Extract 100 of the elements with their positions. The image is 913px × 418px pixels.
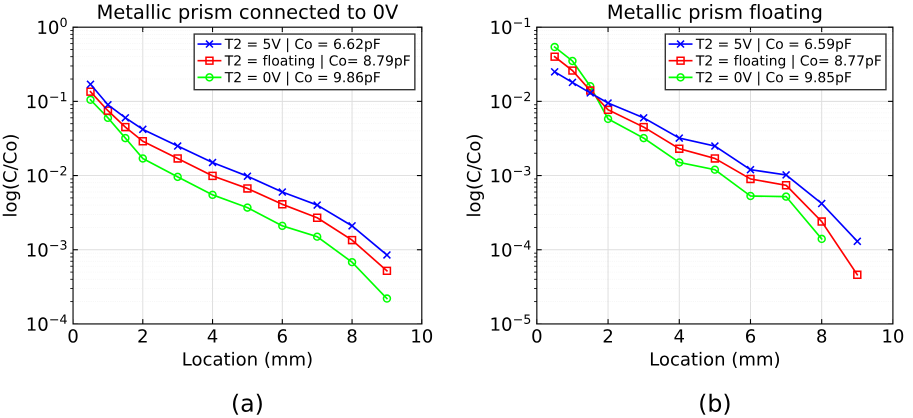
y-tick-label: 10$^{−3}$ [492, 166, 530, 183]
point [604, 98, 612, 108]
point [782, 181, 790, 190]
point [710, 165, 720, 174]
legend-label: T2 = 0V | Co = 9.85pF [696, 72, 852, 86]
point [104, 114, 112, 122]
y-tick-label: 10$^{−5}$ [492, 314, 530, 331]
point [853, 270, 862, 280]
point [568, 78, 577, 87]
point [382, 294, 392, 303]
legend-label: T2 = 5V | Co = 6.59pF [696, 38, 852, 52]
point [817, 199, 826, 208]
point [853, 237, 862, 246]
x-tick-label: 10 [883, 329, 904, 343]
point [817, 234, 826, 244]
point [710, 154, 720, 163]
x-tick-label: 6 [278, 329, 287, 343]
point [746, 165, 755, 174]
point [121, 134, 130, 142]
text: (b) [700, 394, 730, 415]
point [604, 106, 612, 114]
x-tick-label: 8 [348, 329, 357, 343]
point [278, 222, 287, 230]
point [121, 114, 130, 122]
text: (a) [233, 394, 262, 415]
point [173, 154, 182, 163]
point [208, 190, 217, 200]
point [86, 80, 95, 89]
point [746, 192, 755, 200]
point [208, 172, 217, 180]
point [86, 87, 95, 96]
point [550, 68, 559, 76]
point [278, 200, 287, 209]
point [586, 82, 594, 90]
x-tick-label: 2 [604, 329, 612, 343]
point [746, 174, 755, 184]
point [382, 266, 392, 276]
point [675, 158, 684, 167]
x-axis-title: Location (mm) [184, 352, 312, 368]
legend-label: T2 = floating | Co= 8.77pF [696, 54, 881, 69]
point [817, 217, 826, 226]
x-tick-label: 4 [674, 329, 684, 343]
point [121, 122, 130, 132]
point [312, 200, 322, 210]
point [639, 122, 648, 132]
x-tick-label: 6 [746, 329, 756, 343]
point [312, 232, 322, 241]
x-tick-label: 2 [138, 329, 147, 343]
y-tick-label: 10$^{−4}$ [28, 314, 67, 331]
point [208, 158, 217, 167]
chart-title: Metallic prism connected to 0V [98, 4, 398, 23]
point [86, 96, 95, 104]
legend-label: T2 = 0V | Co = 9.86pF [224, 72, 380, 86]
point [348, 222, 356, 230]
y-tick-label: 10$^{−1}$ [492, 18, 530, 34]
point [173, 142, 182, 150]
point [348, 258, 356, 266]
y-tick-label: 10$^{−2}$ [28, 166, 66, 183]
y-tick-label: 10$^{−3}$ [28, 240, 67, 257]
point [312, 214, 322, 222]
point [586, 86, 594, 95]
x-tick-label: 8 [817, 329, 826, 343]
point [675, 144, 684, 153]
point [586, 88, 594, 98]
point [782, 170, 790, 180]
point [243, 184, 252, 193]
point [243, 172, 252, 180]
point [604, 114, 612, 124]
point [138, 125, 148, 134]
point [104, 100, 112, 109]
legend-label: T2 = floating | Co= 8.79pF [224, 54, 410, 69]
x-tick-label: 4 [208, 329, 218, 343]
y-axis-title: log(C/Co) [466, 135, 484, 216]
point [782, 192, 790, 201]
point [138, 154, 148, 163]
point [710, 142, 720, 150]
x-tick-label: 0 [532, 329, 542, 343]
point [550, 42, 559, 52]
legend-label: T2 = 5V | Co = 6.62pF [224, 38, 380, 52]
point [138, 137, 148, 146]
point [104, 106, 112, 115]
point [348, 236, 356, 244]
x-tick-label: 0 [68, 329, 78, 343]
y-tick-label: 10$^{−4}$ [492, 240, 531, 257]
point [568, 56, 577, 66]
point [382, 250, 392, 260]
x-axis-title: Location (mm) [650, 352, 780, 368]
y-tick-label: 10$^{−1}$ [28, 92, 66, 108]
y-axis-title: log(C/Co) [2, 135, 20, 216]
point [278, 188, 287, 196]
point [675, 134, 684, 142]
point [568, 66, 577, 75]
y-tick-label: 10$^{−2}$ [492, 92, 530, 108]
point [550, 52, 559, 61]
point [639, 134, 648, 142]
point [639, 114, 648, 122]
point [243, 203, 252, 212]
chart-title: Metallic prism floating [608, 4, 822, 23]
x-tick-label: 10 [412, 329, 432, 343]
point [173, 172, 182, 182]
